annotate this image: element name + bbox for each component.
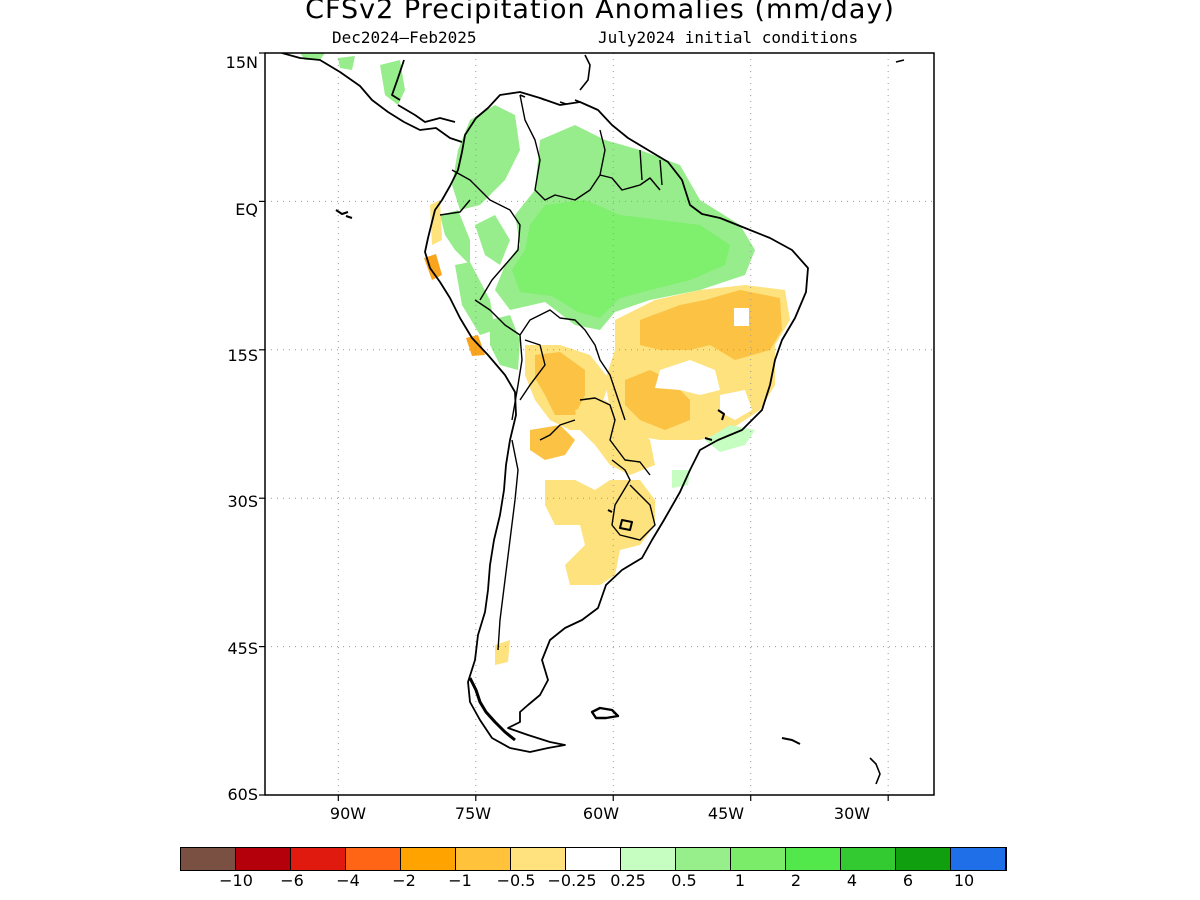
colorbar-swatch — [896, 848, 951, 870]
subtitle-period: Dec2024—Feb2025 — [332, 28, 477, 47]
colorbar-label: −0.5 — [496, 871, 536, 890]
subtitle-initial-conditions: July2024 initial conditions — [598, 28, 859, 47]
colorbar-label: 2 — [790, 871, 802, 890]
lon-label-60w: 60W — [582, 804, 620, 823]
colorbar-swatch — [181, 848, 236, 870]
colorbar-label: 4 — [846, 871, 858, 890]
lat-label-60s: 60S — [227, 785, 258, 804]
colorbar-swatch — [786, 848, 841, 870]
anomaly-region-argentina-dry — [545, 480, 655, 585]
colorbar-label: −1 — [448, 871, 472, 890]
axis-ticks — [259, 52, 889, 801]
anomaly-region-bolivia-core — [535, 352, 585, 415]
colorbar-label: −4 — [336, 871, 360, 890]
lon-label-45w: 45W — [707, 804, 745, 823]
colorbar-label: 6 — [902, 871, 914, 890]
south-america-coastline — [424, 91, 809, 753]
colorbar-swatch — [291, 848, 346, 870]
lat-label-45s: 45S — [227, 639, 258, 658]
central-america-coastline — [281, 53, 463, 143]
anomaly-region-colombia — [452, 105, 520, 210]
colorbar-swatch — [951, 848, 1006, 870]
colorbar-swatch — [566, 848, 621, 870]
map-plot-area — [265, 53, 934, 795]
colorbar-label: 0.5 — [671, 871, 697, 890]
colorbar-label: 0.25 — [610, 871, 646, 890]
colorbar-swatch — [676, 848, 731, 870]
anomaly-region-north-argentina-dry — [530, 425, 575, 460]
chile-archipelago — [468, 677, 516, 742]
colorbar-label: 10 — [953, 871, 975, 890]
lat-label-30s: 30S — [227, 492, 258, 511]
map-gridlines — [265, 53, 934, 795]
lon-label-75w: 75W — [454, 804, 492, 823]
lon-label-90w: 90W — [329, 804, 367, 823]
colorbar-swatch — [841, 848, 896, 870]
lat-label-eq: EQ — [235, 200, 258, 219]
country-borders — [439, 94, 663, 651]
colorbar-label: 1 — [734, 871, 746, 890]
colorbar-swatch — [456, 848, 511, 870]
chart-title: CFSv2 Precipitation Anomalies (mm/day) — [305, 0, 895, 25]
colorbar — [180, 847, 1007, 871]
anomaly-fill-layer — [300, 53, 790, 665]
anomaly-region-amazon-core — [512, 200, 730, 318]
anomaly-missing-patch — [734, 308, 749, 326]
anomaly-region-andes-strips — [440, 210, 520, 370]
colorbar-label: −10 — [219, 871, 253, 890]
colorbar-swatch — [511, 848, 566, 870]
lat-label-15n: 15N — [225, 53, 258, 72]
colorbar-label: −6 — [280, 871, 304, 890]
colorbar-swatch — [401, 848, 456, 870]
caribbean-islands — [519, 54, 905, 785]
colorbar-swatch — [236, 848, 291, 870]
coastline-layer — [281, 53, 905, 785]
lat-label-15s: 15S — [227, 346, 258, 365]
anomaly-region-ecuador-dry — [430, 200, 442, 245]
anomaly-region-se-brazil-wet — [672, 425, 755, 488]
colorbar-swatch — [731, 848, 786, 870]
lon-label-30w: 30W — [833, 804, 871, 823]
south-georgia — [781, 737, 801, 745]
anomaly-region-guianas — [540, 140, 660, 190]
colorbar-swatch — [621, 848, 676, 870]
colorbar-label: −2 — [392, 871, 416, 890]
colorbar-swatch — [346, 848, 401, 870]
interior-lakes — [607, 409, 725, 531]
anomaly-region-paraguay-dry — [575, 400, 655, 475]
colorbar-label: −0.25 — [547, 871, 597, 890]
galapagos-islands — [335, 209, 353, 219]
falkland-islands — [590, 706, 620, 720]
map-frame — [264, 52, 935, 796]
anomaly-region-east-brazil-gap — [655, 360, 752, 420]
